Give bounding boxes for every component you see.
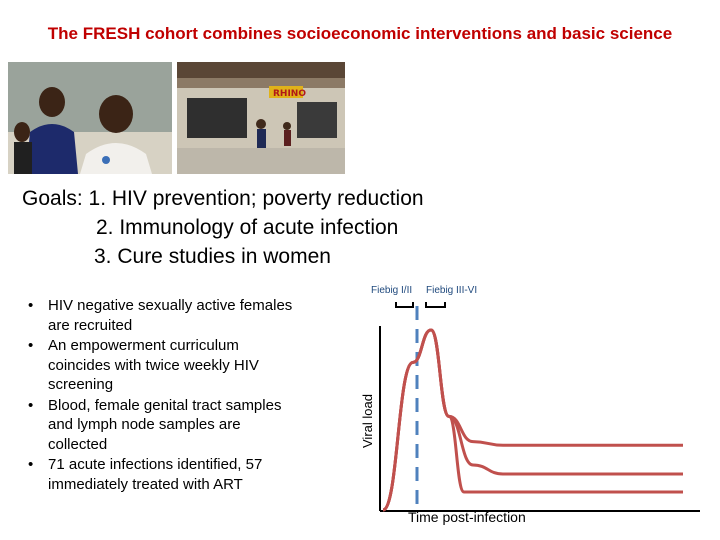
bullet-item: • HIV negative sexually active females a… bbox=[28, 296, 298, 335]
market-street-photo: RHINO bbox=[177, 62, 345, 174]
bullet-list: • HIV negative sexually active females a… bbox=[28, 296, 298, 494]
slide-title: The FRESH cohort combines socioeconomic … bbox=[47, 24, 673, 43]
viral-load-curve-1 bbox=[382, 328, 683, 512]
y-axis-label: Viral load bbox=[360, 394, 375, 448]
x-axis-label: Time post-infection bbox=[408, 509, 526, 525]
goal-2: 2. Immunology of acute infection bbox=[96, 216, 399, 239]
viral-load-chart: Fiebig I/II Fiebig III-VI Viral load Tim… bbox=[360, 285, 700, 525]
bullet-marker: • bbox=[28, 456, 34, 473]
shop-sign: RHINO bbox=[273, 89, 306, 99]
market-street-illustration: RHINO bbox=[177, 62, 345, 174]
bullet-marker: • bbox=[28, 337, 34, 354]
bullet-marker: • bbox=[28, 396, 34, 414]
viral-load-curve-3 bbox=[382, 328, 683, 512]
goal-3: 3. Cure studies in women bbox=[94, 245, 331, 268]
bullet-item: • 71 acute infections identified, 57 imm… bbox=[28, 455, 298, 494]
goals-section: Goals: 1. HIV prevention; poverty reduct… bbox=[22, 184, 424, 271]
stage-bracket-fiebig-1-2 bbox=[395, 302, 414, 308]
women-portrait-illustration bbox=[8, 62, 172, 174]
goals-label: Goals: bbox=[22, 187, 83, 210]
bullet-text: Blood, female genital tract samples and … bbox=[48, 396, 282, 453]
viral-load-curve-2 bbox=[382, 328, 683, 512]
stage-label-fiebig-1-2: Fiebig I/II bbox=[371, 285, 412, 296]
series-layer bbox=[382, 328, 683, 512]
bullet-item: • Blood, female genital tract samples an… bbox=[28, 396, 298, 455]
bullet-text: HIV negative sexually active females are… bbox=[48, 297, 293, 334]
goal-1: Goals: 1. HIV prevention; poverty reduct… bbox=[22, 184, 424, 213]
bullet-item: • An empowerment curriculum coincides wi… bbox=[28, 336, 298, 395]
bullet-text: An empowerment curriculum coincides with… bbox=[48, 337, 259, 393]
bullet-text: 71 acute infections identified, 57 immed… bbox=[48, 456, 263, 493]
stage-label-fiebig-3-6: Fiebig III-VI bbox=[426, 285, 477, 296]
goal-1-text: 1. HIV prevention; poverty reduction bbox=[88, 187, 424, 210]
bullet-marker: • bbox=[28, 297, 34, 314]
women-portrait-photo bbox=[8, 62, 172, 174]
stage-bracket-fiebig-3-6 bbox=[425, 302, 446, 308]
